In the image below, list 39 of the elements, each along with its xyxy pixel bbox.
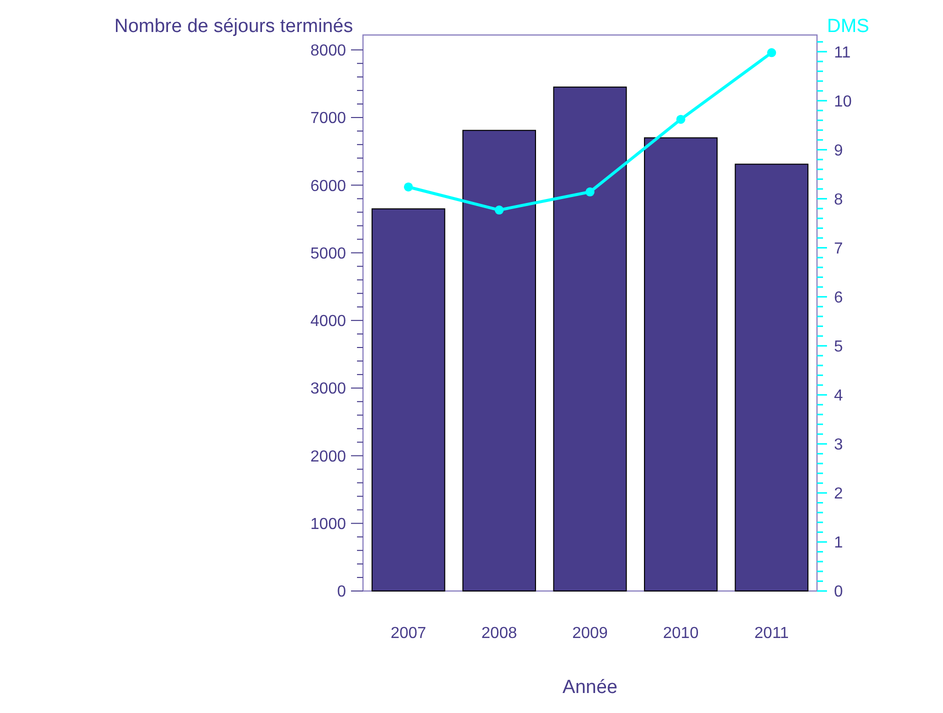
- y-axis-title: Nombre de séjours terminés: [114, 16, 353, 37]
- y2-tick-label: 5: [834, 338, 843, 356]
- y2-tick-label: 7: [834, 240, 843, 258]
- bar: [462, 130, 536, 592]
- y2-tick-label: 9: [834, 142, 843, 160]
- y2-tick-label: 3: [834, 436, 843, 454]
- bar: [553, 86, 627, 592]
- point: [494, 206, 504, 215]
- bar: [372, 208, 446, 592]
- y2-tick-label: 2: [834, 486, 843, 503]
- y-tick-label: 8000: [310, 42, 346, 60]
- x-tick-label: 2010: [663, 625, 699, 642]
- y-tick-label: 7000: [310, 110, 346, 128]
- point: [767, 48, 776, 58]
- y2-tick-label: 10: [834, 93, 852, 110]
- y-tick-label: 3000: [310, 380, 346, 398]
- point: [404, 182, 413, 192]
- point: [676, 114, 686, 124]
- x-tick-label: 2011: [754, 625, 789, 642]
- x-tick-label: 2008: [481, 625, 518, 642]
- x-tick-label: 2007: [390, 625, 426, 642]
- y2-tick-label: 1: [834, 534, 843, 552]
- y2-tick-label: 0: [834, 584, 843, 601]
- y-tick-label: 1000: [310, 516, 346, 533]
- x-tick-label: 2009: [572, 625, 608, 642]
- bar: [644, 137, 718, 592]
- point: [586, 187, 594, 196]
- y2-tick-label: 11: [834, 44, 851, 62]
- x-axis-title: Année: [562, 677, 618, 698]
- y2-tick-label: 4: [834, 387, 843, 404]
- y-tick-label: 0: [337, 584, 346, 601]
- y2-tick-label: 8: [834, 191, 843, 208]
- y-tick-label: 5000: [310, 245, 346, 262]
- y2-tick-label: 6: [834, 289, 843, 306]
- y2-axis-title: DMS: [827, 16, 870, 37]
- y-tick-label: 4000: [310, 313, 346, 330]
- y-tick-label: 6000: [310, 178, 346, 195]
- bar: [734, 164, 808, 592]
- y-tick-label: 2000: [310, 448, 346, 466]
